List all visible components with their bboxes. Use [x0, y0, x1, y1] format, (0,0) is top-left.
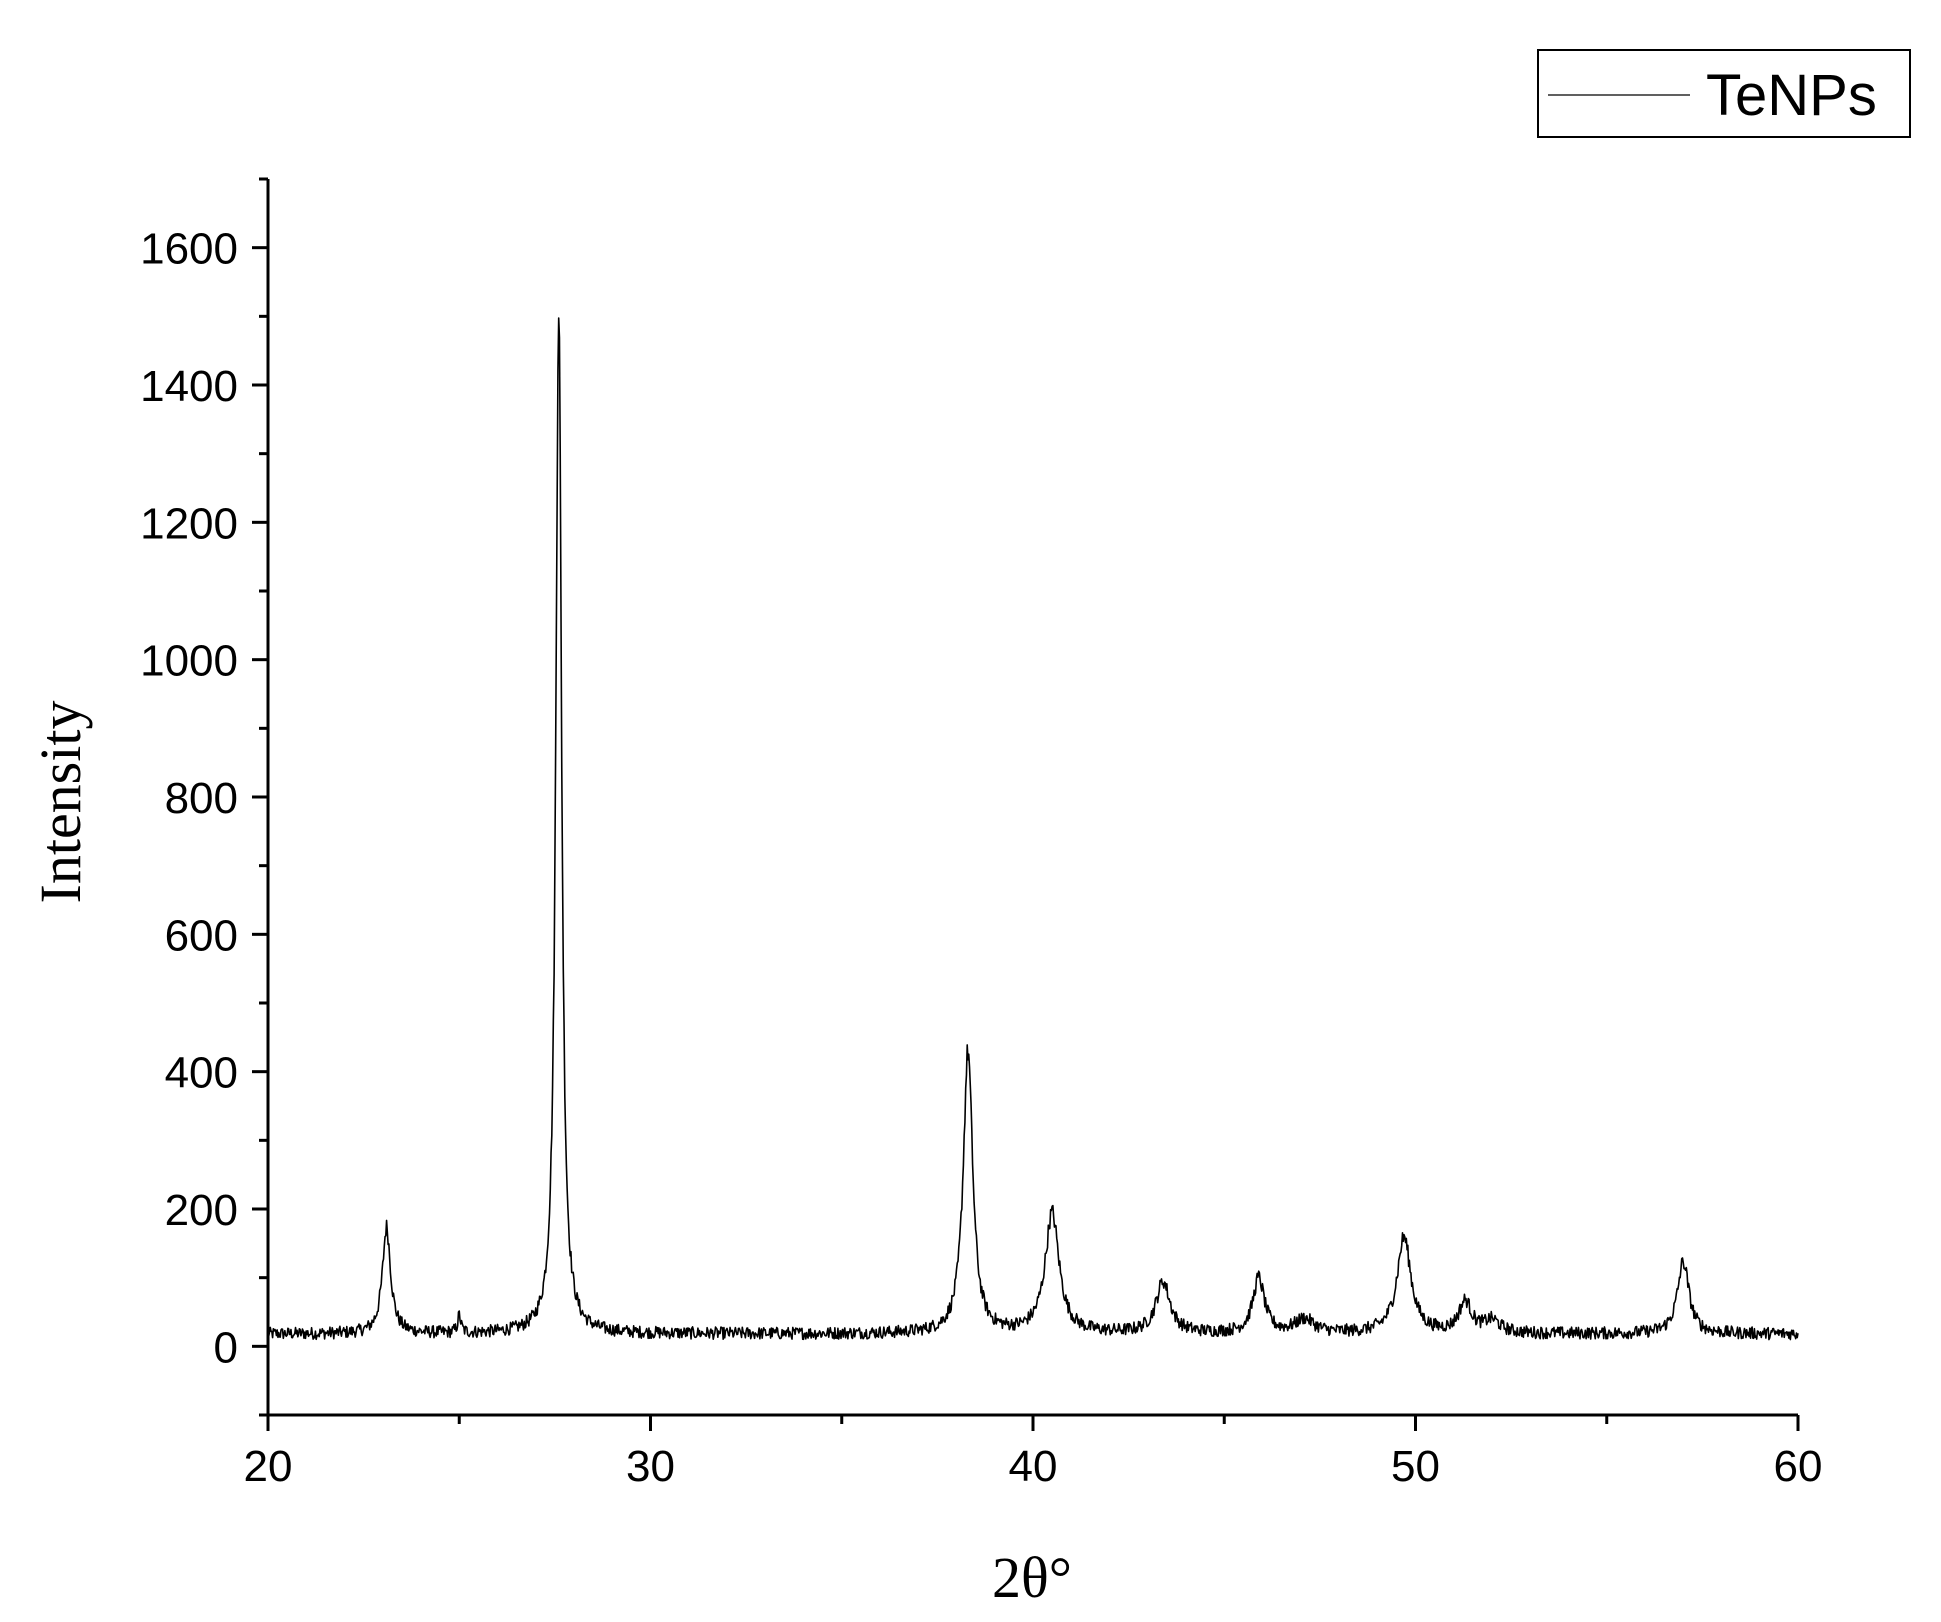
x-tick-label: 60 [1774, 1442, 1823, 1491]
y-tick-label: 800 [165, 774, 238, 823]
x-axis-title: 2θ° [992, 1545, 1072, 1610]
axes [266, 179, 1798, 1417]
legend: TeNPs [1537, 49, 1911, 138]
y-tick-label: 0 [214, 1323, 238, 1372]
x-tick-label: 30 [626, 1442, 675, 1491]
y-tick-label: 600 [165, 911, 238, 960]
legend-label: TeNPs [1706, 63, 1877, 128]
x-tick-label: 40 [1009, 1442, 1058, 1491]
y-tick-label: 1400 [140, 362, 238, 411]
y-tick-label: 400 [165, 1049, 238, 1098]
x-tick-label: 20 [244, 1442, 293, 1491]
y-tick-label: 200 [165, 1186, 238, 1235]
y-axis-title: Intensity [28, 701, 93, 904]
series-line-tenps [267, 317, 1799, 1341]
ticks [252, 177, 1800, 1431]
y-tick-label: 1600 [140, 225, 238, 274]
legend-box [1537, 49, 1911, 138]
x-tick-label: 50 [1391, 1442, 1440, 1491]
y-tick-label: 1200 [140, 499, 238, 548]
y-tick-label: 1000 [140, 637, 238, 686]
